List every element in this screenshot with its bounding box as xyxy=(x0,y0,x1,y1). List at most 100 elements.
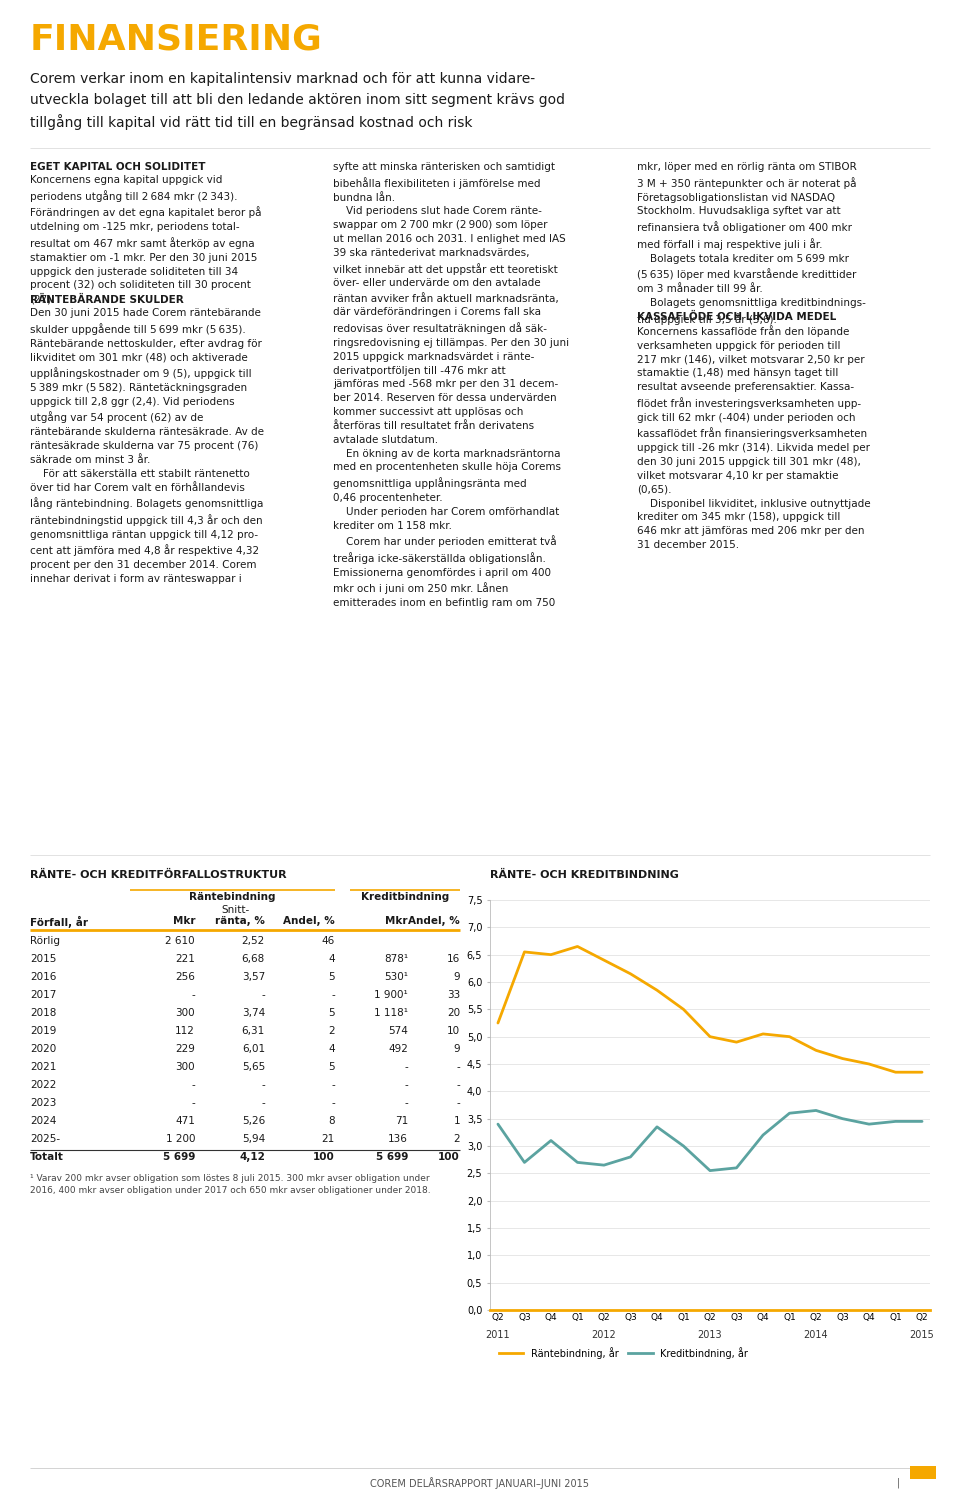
Text: 20: 20 xyxy=(446,1007,460,1018)
Text: 33: 33 xyxy=(446,990,460,1000)
Text: 2: 2 xyxy=(453,1135,460,1144)
Text: 11: 11 xyxy=(916,1476,929,1487)
Text: |: | xyxy=(897,1478,900,1488)
Text: -: - xyxy=(456,1061,460,1072)
Text: 5,65: 5,65 xyxy=(242,1061,265,1072)
Text: 256: 256 xyxy=(175,972,195,982)
Text: ¹ Varav 200 mkr avser obligation som löstes 8 juli 2015. 300 mkr avser obligatio: ¹ Varav 200 mkr avser obligation som lös… xyxy=(30,1174,431,1195)
Text: 2024: 2024 xyxy=(30,1115,57,1126)
Text: 5: 5 xyxy=(328,972,335,982)
Text: 221: 221 xyxy=(175,954,195,964)
Text: 530¹: 530¹ xyxy=(384,972,408,982)
Text: Kreditbindning: Kreditbindning xyxy=(361,892,449,903)
Text: 8: 8 xyxy=(328,1115,335,1126)
Text: ränta, %: ränta, % xyxy=(215,916,265,927)
Text: 6,68: 6,68 xyxy=(242,954,265,964)
Text: 2017: 2017 xyxy=(30,990,57,1000)
Text: 5 699: 5 699 xyxy=(375,1153,408,1162)
Text: COREM DELÅRSRAPPORT JANUARI–JUNI 2015: COREM DELÅRSRAPPORT JANUARI–JUNI 2015 xyxy=(371,1478,589,1490)
Text: 16: 16 xyxy=(446,954,460,964)
Text: 229: 229 xyxy=(175,1043,195,1054)
Text: 136: 136 xyxy=(388,1135,408,1144)
Text: Mkr: Mkr xyxy=(386,916,408,927)
Text: 2: 2 xyxy=(328,1025,335,1036)
Text: 1 118¹: 1 118¹ xyxy=(374,1007,408,1018)
Text: 4,12: 4,12 xyxy=(239,1153,265,1162)
Text: 5,26: 5,26 xyxy=(242,1115,265,1126)
Text: 2016: 2016 xyxy=(30,972,57,982)
Text: 2011: 2011 xyxy=(486,1329,511,1340)
Text: syfte att minska ränterisken och samtidigt
bibehålla flexibiliteten i jämförelse: syfte att minska ränterisken och samtidi… xyxy=(333,162,569,608)
Text: 100: 100 xyxy=(439,1153,460,1162)
Text: Den 30 juni 2015 hade Corem räntebärande
skulder uppgående till 5 699 mkr (5 635: Den 30 juni 2015 hade Corem räntebärande… xyxy=(30,308,264,584)
Text: Andel, %: Andel, % xyxy=(408,916,460,927)
FancyBboxPatch shape xyxy=(910,1466,936,1479)
Text: 4: 4 xyxy=(328,1043,335,1054)
Text: Totalt: Totalt xyxy=(30,1153,64,1162)
Text: -: - xyxy=(261,990,265,1000)
Text: 878¹: 878¹ xyxy=(384,954,408,964)
Text: 2020: 2020 xyxy=(30,1043,57,1054)
Text: -: - xyxy=(331,1079,335,1090)
Text: Koncernens kassaflöde från den löpande
verksamheten uppgick för perioden till
21: Koncernens kassaflöde från den löpande v… xyxy=(637,325,871,551)
Text: 2 610: 2 610 xyxy=(165,936,195,946)
Text: Koncernens egna kapital uppgick vid
periodens utgång till 2 684 mkr (2 343).
För: Koncernens egna kapital uppgick vid peri… xyxy=(30,175,261,304)
Text: 1 200: 1 200 xyxy=(165,1135,195,1144)
Text: 9: 9 xyxy=(453,1043,460,1054)
Text: 5 699: 5 699 xyxy=(162,1153,195,1162)
Text: Förfall, år: Förfall, år xyxy=(30,916,88,928)
Text: 3,74: 3,74 xyxy=(242,1007,265,1018)
Text: 71: 71 xyxy=(395,1115,408,1126)
Text: 9: 9 xyxy=(453,972,460,982)
Text: 2015: 2015 xyxy=(910,1329,934,1340)
Text: -: - xyxy=(191,1079,195,1090)
Legend: Räntebindning, år, Kreditbindning, år: Räntebindning, år, Kreditbindning, år xyxy=(494,1343,752,1362)
Text: RÄNTE- OCH KREDITBINDNING: RÄNTE- OCH KREDITBINDNING xyxy=(490,870,679,880)
Text: 2025-: 2025- xyxy=(30,1135,60,1144)
Text: -: - xyxy=(261,1097,265,1108)
Text: 3,57: 3,57 xyxy=(242,972,265,982)
Text: 2019: 2019 xyxy=(30,1025,57,1036)
Text: 46: 46 xyxy=(322,936,335,946)
Text: 2012: 2012 xyxy=(591,1329,616,1340)
Text: FINANSIERING: FINANSIERING xyxy=(30,22,323,55)
Text: 300: 300 xyxy=(176,1007,195,1018)
Text: -: - xyxy=(191,990,195,1000)
Text: Mkr: Mkr xyxy=(173,916,195,927)
Text: -: - xyxy=(191,1097,195,1108)
Text: 574: 574 xyxy=(388,1025,408,1036)
Text: mkr, löper med en rörlig ränta om STIBOR
3 M + 350 räntepunkter och är noterat p: mkr, löper med en rörlig ränta om STIBOR… xyxy=(637,162,866,325)
Text: 2021: 2021 xyxy=(30,1061,57,1072)
Text: Rörlig: Rörlig xyxy=(30,936,60,946)
Text: 4: 4 xyxy=(328,954,335,964)
Text: KASSAFLÖDE OCH LIKVIDA MEDEL: KASSAFLÖDE OCH LIKVIDA MEDEL xyxy=(637,311,836,322)
Text: -: - xyxy=(331,1097,335,1108)
Text: -: - xyxy=(456,1079,460,1090)
Text: 5,94: 5,94 xyxy=(242,1135,265,1144)
Text: 471: 471 xyxy=(175,1115,195,1126)
Text: -: - xyxy=(404,1079,408,1090)
Text: 5: 5 xyxy=(328,1061,335,1072)
Text: 492: 492 xyxy=(388,1043,408,1054)
Text: 1 900¹: 1 900¹ xyxy=(374,990,408,1000)
Text: 10: 10 xyxy=(446,1025,460,1036)
Text: EGET KAPITAL OCH SOLIDITET: EGET KAPITAL OCH SOLIDITET xyxy=(30,162,205,172)
Text: RÄNTEBÄRANDE SKULDER: RÄNTEBÄRANDE SKULDER xyxy=(30,295,183,305)
Text: 2015: 2015 xyxy=(30,954,57,964)
Text: 2013: 2013 xyxy=(698,1329,722,1340)
Text: Snitt-: Snitt- xyxy=(221,906,250,915)
Text: 2023: 2023 xyxy=(30,1097,57,1108)
Text: Corem verkar inom en kapitalintensiv marknad och för att kunna vidare-
utveckla : Corem verkar inom en kapitalintensiv mar… xyxy=(30,72,565,130)
Text: -: - xyxy=(404,1061,408,1072)
Text: 2022: 2022 xyxy=(30,1079,57,1090)
Text: RÄNTE- OCH KREDITFÖRFALLOSTRUKTUR: RÄNTE- OCH KREDITFÖRFALLOSTRUKTUR xyxy=(30,870,287,880)
Text: 2018: 2018 xyxy=(30,1007,57,1018)
Text: 21: 21 xyxy=(322,1135,335,1144)
Text: 2014: 2014 xyxy=(804,1329,828,1340)
Text: 100: 100 xyxy=(313,1153,335,1162)
Text: -: - xyxy=(456,1097,460,1108)
Text: Andel, %: Andel, % xyxy=(283,916,335,927)
Text: -: - xyxy=(331,990,335,1000)
Text: 6,31: 6,31 xyxy=(242,1025,265,1036)
Text: Räntebindning: Räntebindning xyxy=(189,892,276,903)
